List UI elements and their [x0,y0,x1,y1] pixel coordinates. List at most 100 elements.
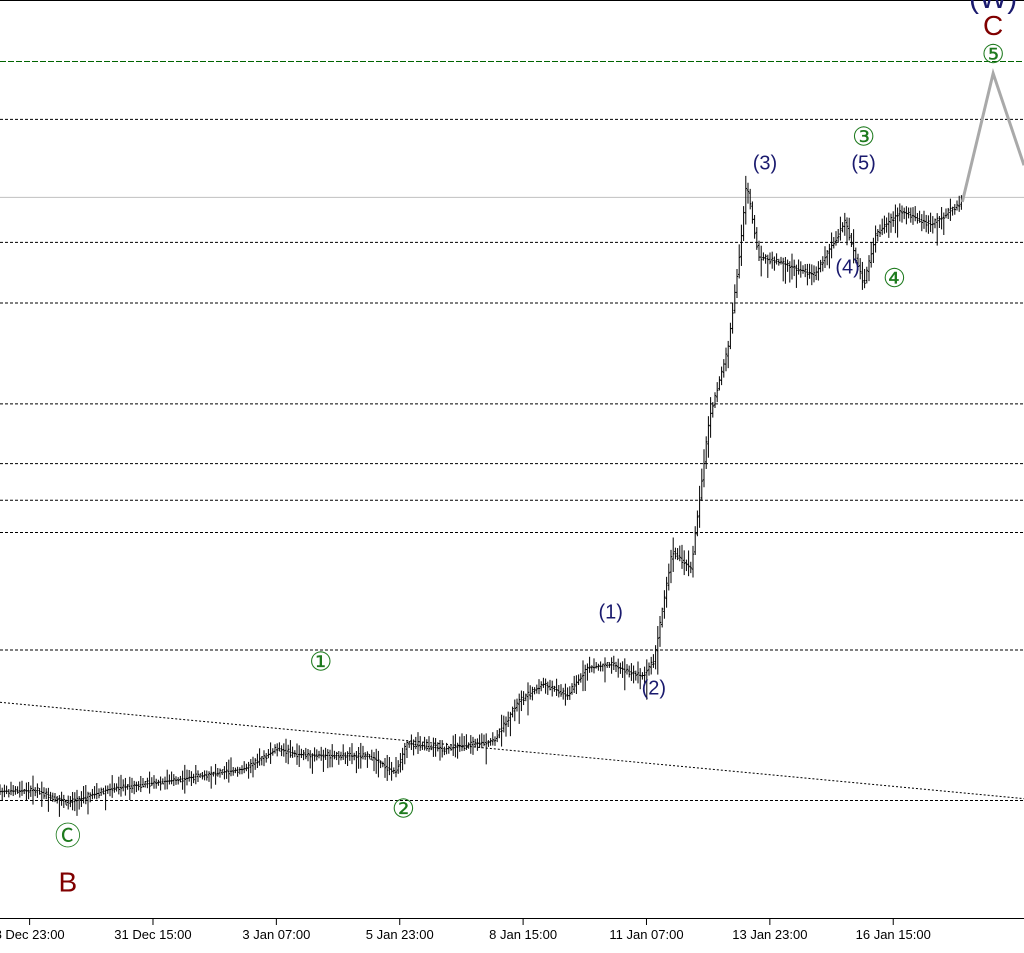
price-bar [683,550,686,576]
price-bar [421,742,424,750]
price-bar [471,736,475,755]
price-bar [707,416,710,458]
wave-label: ① [309,647,332,677]
price-bar [520,690,523,712]
price-bar [927,215,930,234]
price-bar [302,749,305,761]
wave-label: ③ [852,121,875,151]
price-bar [656,626,659,675]
wave-label: ④ [883,263,906,293]
price-bar [278,742,281,752]
price-bar [84,784,87,805]
price-bar [73,792,76,812]
price-bar [56,795,59,804]
price-bar [117,776,120,795]
price-bar [909,207,912,223]
price-bar [738,244,741,279]
price-bar [608,662,611,668]
price-bar [280,745,283,757]
price-bar [801,265,805,274]
wave-label: B [59,866,78,897]
price-bar [478,734,481,748]
price-bar [192,773,195,784]
price-bar [861,261,864,290]
wave-label: (4) [835,256,859,278]
price-bar [667,563,670,591]
price-bar [150,777,153,787]
price-bar [133,780,136,795]
price-bar [724,347,728,372]
price-bar [172,774,175,786]
price-bar [559,684,563,697]
price-bar [482,734,486,747]
price-bar [663,590,666,619]
price-bar [137,781,140,791]
price-bar [328,749,332,768]
price-bar [817,261,820,281]
price-bar [731,302,734,334]
price-bar [196,770,200,782]
price-bar [381,761,384,768]
price-bar [383,758,387,778]
price-bar [500,714,503,747]
price-bar [918,210,921,223]
price-bar [53,792,57,803]
price-bar [496,730,499,743]
price-bar [75,789,79,816]
price-bar [108,783,112,797]
price-bar [339,751,343,761]
x-tick-label: 16 Jan 15:00 [856,927,931,942]
price-bar [531,686,534,701]
price-bar [630,663,633,681]
price-bar [306,748,310,762]
price-bar [848,217,851,241]
price-bar [412,739,415,756]
price-bar [634,670,637,681]
price-bar [639,668,642,690]
price-bar [641,672,644,680]
price-bar [309,750,312,769]
price-bar [542,677,545,688]
price-bar [225,762,228,779]
price-bar [467,742,470,749]
price-bar [194,764,197,785]
price-bar [23,788,26,794]
price-bar [399,752,402,773]
price-bar [546,681,549,695]
price-bar [91,788,94,800]
price-bar [287,744,290,765]
price-bar [826,250,829,266]
price-bar [394,756,398,778]
x-tick-label: 3 Jan 07:00 [242,927,310,942]
price-bar [273,744,277,754]
price-bar [18,781,21,798]
price-bar [676,548,679,561]
price-bar [463,735,466,751]
wave-labels: (W)C⑤ ③ (3) (5) (4) ④ (1) (2) ① ② Ⓒ B [55,0,1017,897]
price-bar [247,761,250,779]
price-bar [669,549,673,584]
price-bar [97,788,101,799]
price-bar [782,257,785,282]
price-bar [344,752,347,765]
price-bar [755,227,758,250]
price-bar [744,175,747,225]
price-bar [951,206,954,216]
price-bar [526,682,530,716]
price-bar [403,742,406,765]
price-bar [258,748,261,766]
price-bar [711,402,714,418]
price-bar [806,263,809,286]
price-bar [276,743,279,757]
price-bar [958,195,961,212]
price-bar [386,754,389,781]
price-bar [850,232,853,248]
price-bar [658,615,662,647]
price-bar [749,188,752,210]
price-bar [60,791,63,806]
price-bar [370,749,373,761]
price-bar [944,208,948,219]
price-bar [390,761,393,781]
price-bar [916,213,919,224]
